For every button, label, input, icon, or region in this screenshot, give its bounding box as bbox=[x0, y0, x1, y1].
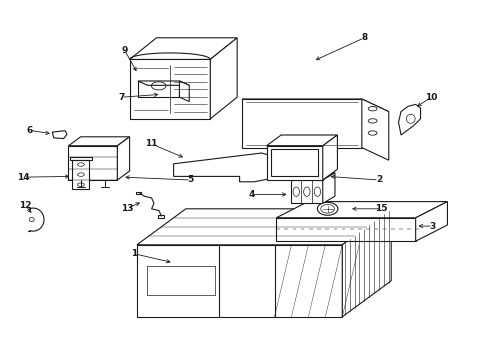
Text: 9: 9 bbox=[121, 46, 128, 55]
Text: 11: 11 bbox=[145, 139, 158, 148]
Polygon shape bbox=[179, 81, 189, 102]
Polygon shape bbox=[242, 99, 388, 112]
Polygon shape bbox=[52, 131, 67, 139]
Text: 10: 10 bbox=[424, 93, 437, 102]
Polygon shape bbox=[322, 135, 337, 180]
Text: 3: 3 bbox=[429, 222, 435, 231]
Polygon shape bbox=[276, 202, 447, 218]
Polygon shape bbox=[129, 59, 210, 119]
Polygon shape bbox=[322, 173, 334, 203]
Polygon shape bbox=[242, 99, 361, 148]
Text: 14: 14 bbox=[17, 173, 30, 181]
Polygon shape bbox=[137, 209, 390, 245]
Polygon shape bbox=[129, 38, 237, 59]
Polygon shape bbox=[266, 146, 322, 180]
Polygon shape bbox=[72, 160, 89, 189]
Polygon shape bbox=[117, 137, 129, 180]
Text: 1: 1 bbox=[131, 249, 137, 258]
Polygon shape bbox=[290, 173, 334, 180]
Polygon shape bbox=[138, 81, 189, 85]
Polygon shape bbox=[415, 202, 447, 241]
Text: 4: 4 bbox=[248, 190, 255, 199]
Text: 7: 7 bbox=[118, 93, 124, 102]
Text: 15: 15 bbox=[374, 204, 387, 213]
Text: 8: 8 bbox=[361, 33, 366, 42]
Text: 13: 13 bbox=[121, 204, 133, 212]
Text: 12: 12 bbox=[19, 201, 32, 210]
Polygon shape bbox=[398, 104, 420, 135]
Polygon shape bbox=[173, 153, 281, 182]
Polygon shape bbox=[361, 99, 388, 160]
Text: 6: 6 bbox=[26, 126, 32, 135]
Text: 2: 2 bbox=[375, 175, 381, 184]
Polygon shape bbox=[68, 137, 129, 146]
Polygon shape bbox=[138, 81, 179, 97]
Polygon shape bbox=[276, 218, 415, 241]
Polygon shape bbox=[137, 245, 342, 317]
Polygon shape bbox=[266, 135, 337, 146]
Polygon shape bbox=[342, 209, 390, 317]
Polygon shape bbox=[210, 38, 237, 119]
Text: 5: 5 bbox=[187, 175, 193, 184]
Ellipse shape bbox=[317, 202, 337, 215]
Polygon shape bbox=[68, 146, 117, 180]
Polygon shape bbox=[290, 180, 322, 203]
